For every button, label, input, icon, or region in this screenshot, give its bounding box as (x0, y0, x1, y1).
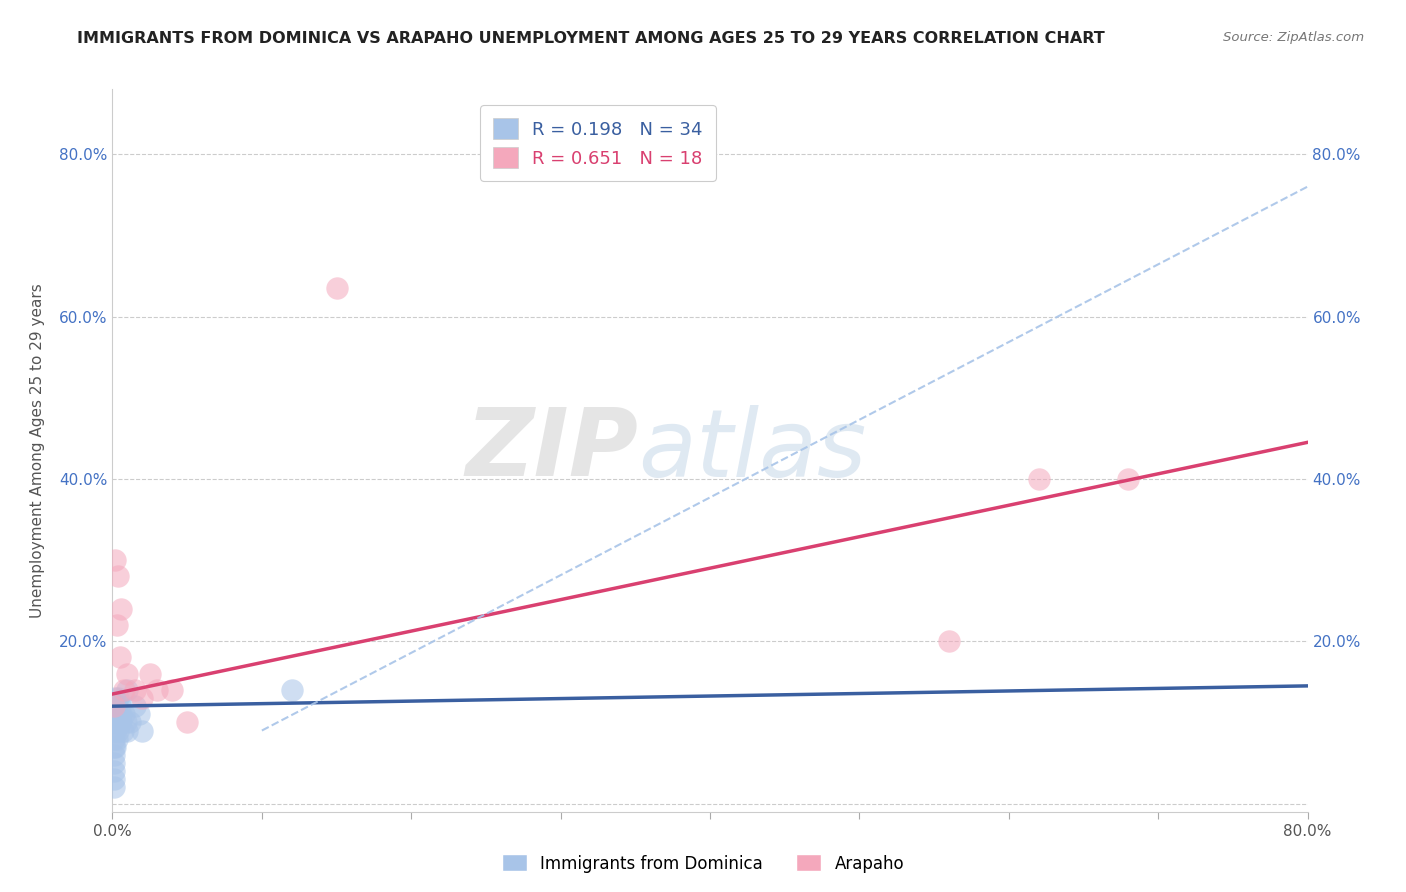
Point (281, 682, 304, 697)
Text: atlas: atlas (638, 405, 866, 496)
Point (128, 707, 150, 722)
Point (107, 707, 129, 722)
Text: ZIP: ZIP (465, 404, 638, 497)
Point (105, 699, 128, 714)
Point (107, 691, 129, 706)
Point (114, 682, 135, 697)
Point (108, 699, 131, 714)
Point (105, 618, 128, 632)
Point (105, 731, 128, 746)
Point (162, 682, 183, 697)
Point (105, 707, 128, 722)
Point (117, 666, 139, 681)
Point (103, 756, 125, 770)
Point (107, 569, 129, 583)
Point (124, 682, 146, 697)
Point (103, 747, 125, 762)
Point (104, 715, 127, 730)
Point (103, 739, 125, 754)
Y-axis label: Unemployment Among Ages 25 to 29 years: Unemployment Among Ages 25 to 29 years (31, 283, 45, 618)
Point (108, 715, 131, 730)
Point (105, 715, 128, 730)
Legend: R = 0.198   N = 34, R = 0.651   N = 18: R = 0.198 N = 34, R = 0.651 N = 18 (479, 105, 716, 180)
Point (1118, 472, 1140, 486)
Text: Source: ZipAtlas.com: Source: ZipAtlas.com (1223, 31, 1364, 45)
Point (103, 699, 125, 714)
Point (117, 682, 139, 697)
Point (107, 723, 129, 738)
Point (110, 601, 132, 615)
Point (108, 650, 131, 665)
Point (117, 723, 139, 738)
Point (110, 707, 132, 722)
Point (325, 281, 347, 295)
Point (110, 715, 132, 730)
Point (103, 780, 125, 795)
Point (115, 715, 138, 730)
Point (131, 691, 153, 706)
Point (139, 666, 162, 681)
Point (938, 634, 960, 648)
Point (104, 707, 127, 722)
Text: IMMIGRANTS FROM DOMINICA VS ARAPAHO UNEMPLOYMENT AMONG AGES 25 TO 29 YEARS CORRE: IMMIGRANTS FROM DOMINICA VS ARAPAHO UNEM… (77, 31, 1105, 46)
Point (103, 772, 125, 787)
Point (146, 682, 169, 697)
Point (124, 699, 146, 714)
Point (131, 723, 153, 738)
Point (104, 691, 127, 706)
Point (104, 553, 127, 567)
Point (104, 739, 127, 754)
Point (120, 715, 142, 730)
Point (111, 723, 134, 738)
Point (103, 731, 125, 746)
Point (114, 707, 135, 722)
Legend: Immigrants from Dominica, Arapaho: Immigrants from Dominica, Arapaho (495, 847, 911, 880)
Point (103, 764, 125, 778)
Point (1028, 472, 1050, 486)
Point (176, 715, 198, 730)
Point (104, 723, 127, 738)
Point (103, 715, 125, 730)
